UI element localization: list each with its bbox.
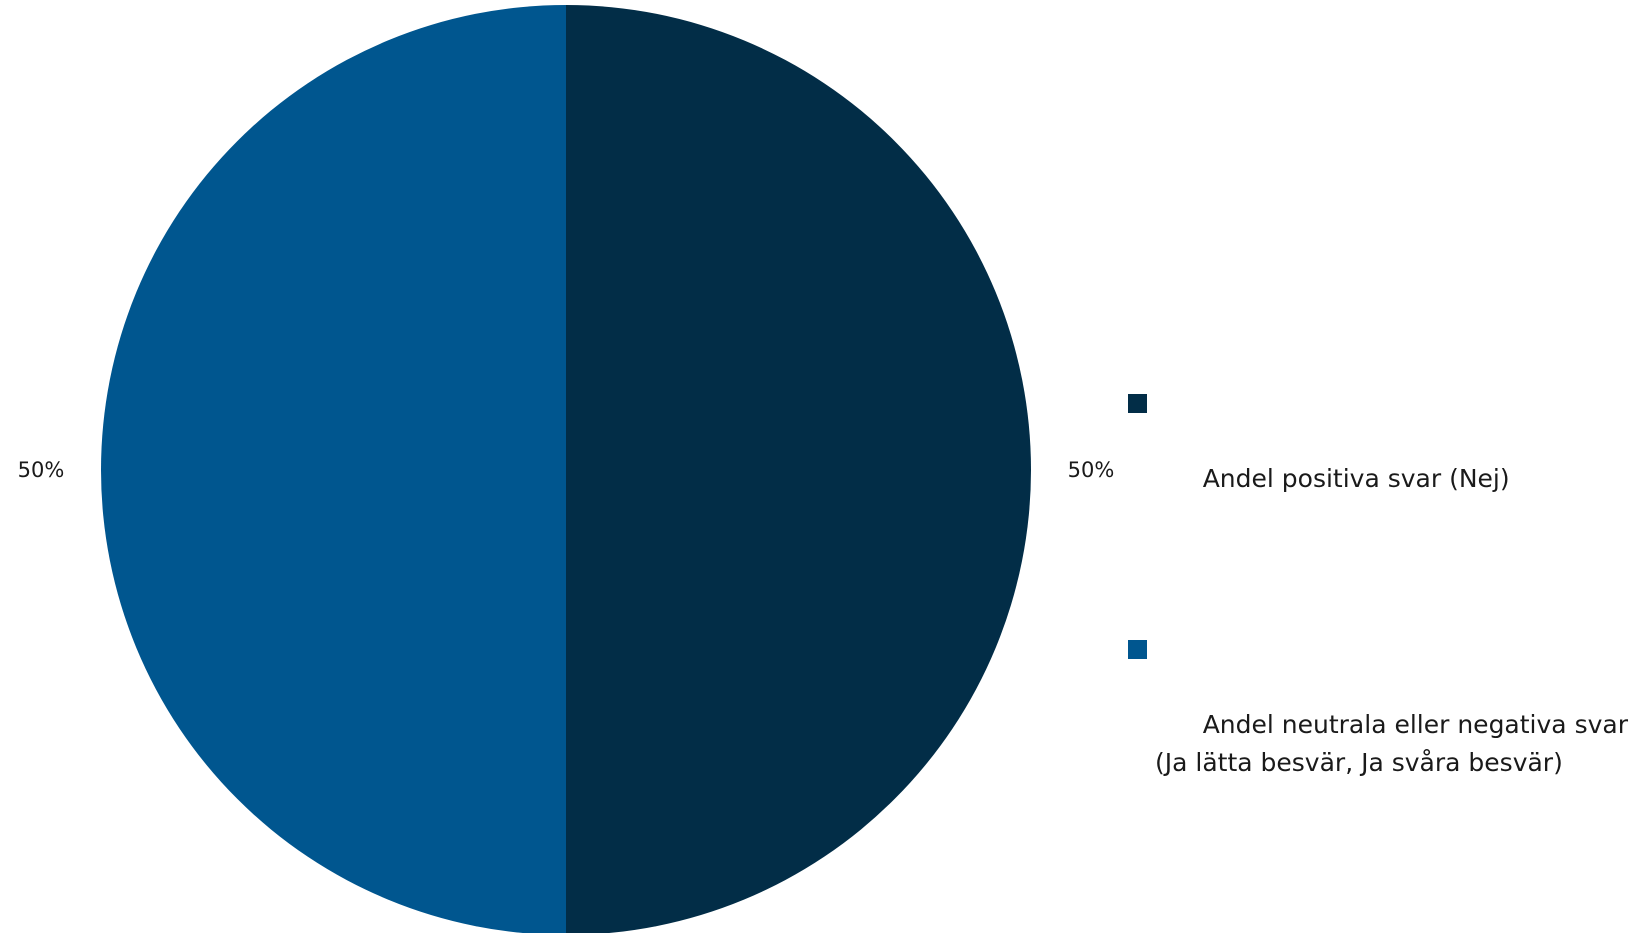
- legend: Andel positiva svar (Nej) Andel neutrala…: [1128, 384, 1638, 820]
- legend-item-neutral-negative: Andel neutrala eller negativa svar (Ja l…: [1128, 630, 1638, 820]
- legend-item-positive: Andel positiva svar (Nej): [1128, 384, 1638, 536]
- legend-swatch-positive: [1128, 394, 1147, 413]
- data-label-positive: 50%: [1068, 458, 1115, 482]
- data-label-neutral-negative: 50%: [18, 458, 65, 482]
- legend-label-neutral-negative: Andel neutrala eller negativa svar (Ja l…: [1155, 710, 1636, 777]
- legend-swatch-neutral-negative: [1128, 640, 1147, 659]
- pie-slice-neutral-negative: [101, 5, 566, 935]
- legend-label-positive: Andel positiva svar (Nej): [1202, 464, 1510, 493]
- pie-slice-positive: [566, 5, 1031, 935]
